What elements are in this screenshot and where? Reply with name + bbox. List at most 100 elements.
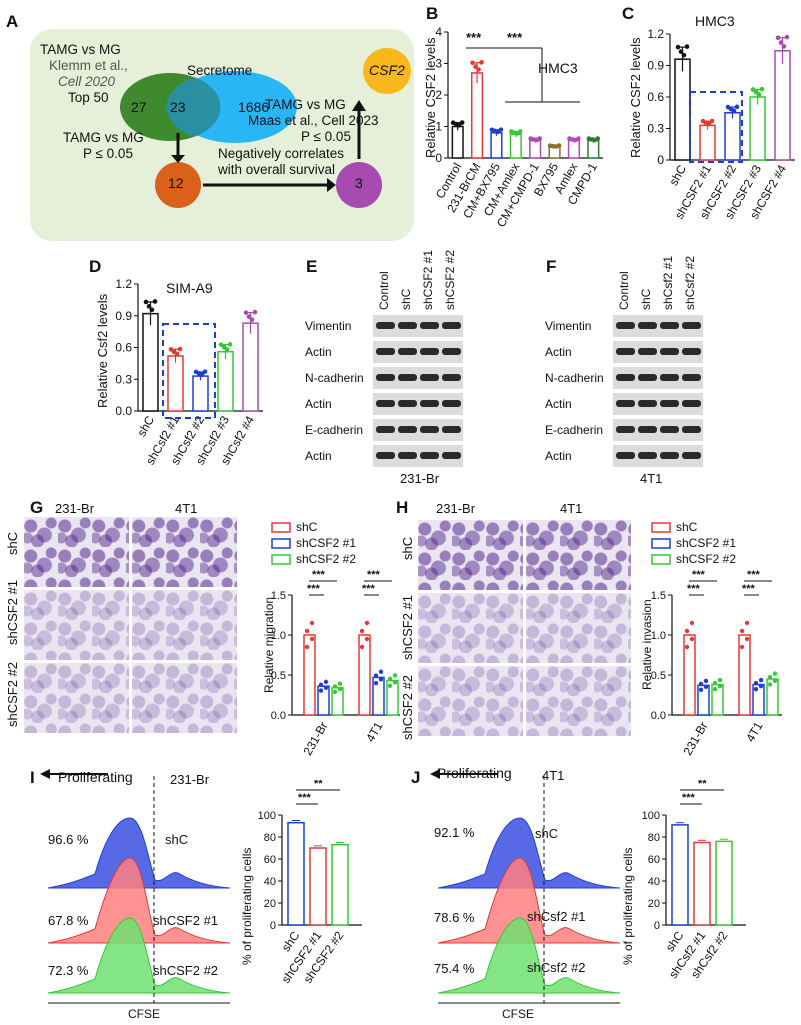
bar <box>142 312 159 412</box>
i-name2: shCSF2 #1 <box>153 913 219 928</box>
legend-swatch <box>651 538 671 549</box>
h-row3: shCSF2 #2 <box>400 674 415 740</box>
microscopy-image <box>132 663 237 733</box>
panel-e-blot: Control shC shCSF2 #1 shCSF2 #2 Vimentin Acti… <box>305 250 545 490</box>
panel-label-i: I <box>30 768 35 787</box>
b-title: HMC3 <box>538 60 578 76</box>
data-point <box>364 620 370 626</box>
a-n12: 12 <box>168 175 184 191</box>
bar <box>331 843 349 926</box>
blot-band-row <box>613 341 703 363</box>
i-name3: shCSF2 #2 <box>153 963 219 978</box>
a-label1-line3: Cell 2020 <box>58 74 116 89</box>
bar <box>372 676 385 716</box>
blot-band-row <box>613 445 703 467</box>
blot-band <box>638 348 657 355</box>
sig-label: ** <box>698 780 707 790</box>
microscopy-image <box>418 593 523 663</box>
i-pct3: 72.3 % <box>48 963 89 978</box>
sig-label: ** <box>314 780 323 790</box>
y-tick-label: 80 <box>264 832 276 844</box>
blot-band <box>682 374 701 381</box>
legend-label: shC <box>296 520 318 534</box>
data-point <box>218 342 224 347</box>
blot-band <box>638 322 657 329</box>
x-tick-label: shC <box>134 413 157 439</box>
b-ylabel: Relative CSF2 levels <box>423 37 438 158</box>
a-corr-line1: Negatively correlates <box>218 146 345 161</box>
blot-band <box>616 348 635 355</box>
sig-label: *** <box>312 569 326 581</box>
blot-band <box>398 348 417 355</box>
blot-band <box>420 322 439 329</box>
legend-label: shC <box>676 520 698 534</box>
legend-swatch <box>271 522 291 533</box>
blot-column-label: shCSF2 #1 <box>421 249 435 310</box>
y-tick-label: 0.9 <box>115 309 132 323</box>
y-tick-label: 60 <box>264 854 276 866</box>
y-tick-label: 4 <box>435 25 442 39</box>
data-point <box>224 347 230 352</box>
i-ylabel: % of proliferating cells <box>240 847 254 965</box>
x-tick-label: 231-Br <box>300 720 330 758</box>
data-point <box>753 686 759 692</box>
blot-band <box>376 400 395 407</box>
blot-band <box>638 452 657 459</box>
a-label1-line1: TAMG vs MG <box>40 42 121 57</box>
blot-band <box>682 400 701 407</box>
data-point <box>518 129 523 134</box>
microscopy-image <box>24 663 129 733</box>
j-pct3: 75.4 % <box>434 961 475 976</box>
g-ylabel: Relative migration <box>262 596 276 693</box>
data-point <box>387 683 393 688</box>
data-point <box>387 676 393 682</box>
a-label3-line1: TAMG vs MG <box>63 130 144 145</box>
data-point <box>309 620 315 626</box>
bar <box>358 634 371 716</box>
blot-row-label: Actin <box>545 345 572 359</box>
a-label2-line3: P ≤ 0.05 <box>301 129 351 144</box>
data-point <box>378 669 384 674</box>
data-point <box>756 92 762 97</box>
data-point <box>698 681 704 687</box>
blot-band <box>616 452 635 459</box>
y-tick-label: 1 <box>435 120 442 134</box>
data-point <box>681 52 687 58</box>
a-label1-line4: Top 50 <box>68 90 109 105</box>
y-tick-label: 0 <box>657 153 664 167</box>
data-point <box>698 687 704 693</box>
data-point <box>684 628 690 634</box>
blot-band <box>420 374 439 381</box>
data-point <box>318 682 324 687</box>
data-point <box>227 342 233 347</box>
panel-label-b: B <box>426 4 439 23</box>
x-tick-label: 4T1 <box>743 719 766 744</box>
bar <box>303 634 316 716</box>
data-point <box>684 44 690 49</box>
panel-label-f: F <box>546 257 557 276</box>
blot-row-label: Vimentin <box>545 319 592 333</box>
blot-row-label: E-cadherin <box>305 423 364 437</box>
bar <box>752 683 765 716</box>
bar <box>766 678 779 716</box>
data-point <box>753 680 759 686</box>
data-point <box>576 136 581 141</box>
sig-label: *** <box>747 569 761 581</box>
bar <box>317 685 330 716</box>
blot-band-row <box>613 315 703 337</box>
a-label2-line2: Maas et al., Cell 2023 <box>248 113 379 128</box>
blot-band <box>638 400 657 407</box>
g-row2: shCSF2 #1 <box>5 579 20 645</box>
data-point <box>744 620 750 626</box>
microscopy-image <box>132 517 237 587</box>
blot-band <box>660 374 679 381</box>
data-point <box>703 678 709 684</box>
legend-label: shCSF2 #1 <box>296 536 356 550</box>
data-point <box>709 118 715 124</box>
data-point <box>359 628 365 634</box>
blot-band <box>420 400 439 407</box>
blot-band <box>442 452 461 459</box>
blot-band <box>442 426 461 433</box>
